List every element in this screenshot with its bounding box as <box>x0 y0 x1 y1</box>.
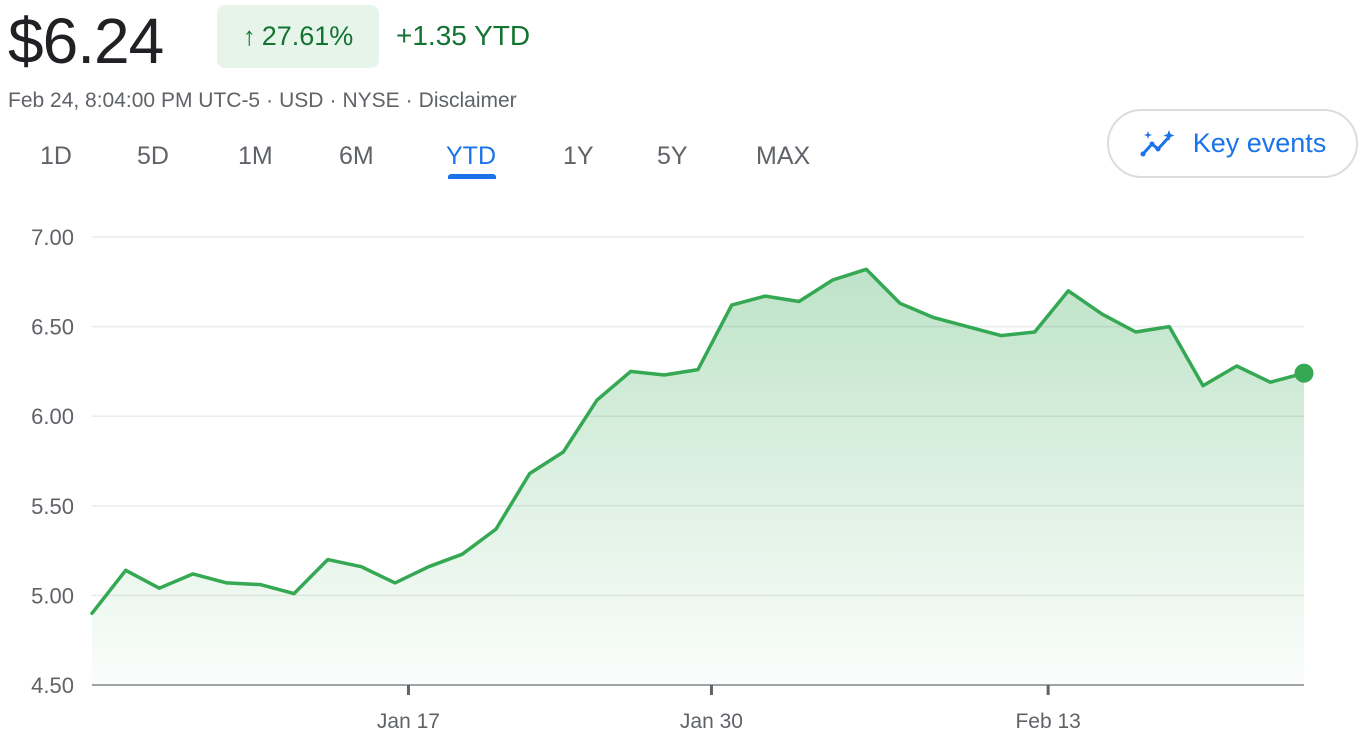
y-tick-label: 5.00 <box>31 583 74 608</box>
y-tick-label: 4.50 <box>31 673 74 698</box>
quote-meta: Feb 24, 8:04:00 PM UTC-5 · USD · NYSE · Discla… <box>8 89 517 112</box>
currency: USD <box>279 89 324 112</box>
tab-5y[interactable]: 5Y <box>657 142 688 170</box>
percent-change: 27.61% <box>261 21 354 51</box>
ytd-change: +1.35 YTD <box>396 20 531 51</box>
arrow-up-icon: ↑ <box>242 21 256 51</box>
timestamp: Feb 24, 8:04:00 PM UTC-5 <box>8 89 261 112</box>
tab-1m[interactable]: 1M <box>238 142 273 170</box>
percent-change-badge: ↑ 27.61% <box>217 5 379 68</box>
price-chart: 7.00 6.50 6.00 5.50 5.00 4.50 Jan 17 Jan 30 Feb… <box>31 225 1314 733</box>
series-line-layer <box>90 267 1314 616</box>
x-tick-label: Jan 30 <box>680 710 743 733</box>
key-events-label: Key events <box>1192 128 1327 158</box>
tab-5d[interactable]: 5D <box>137 142 169 170</box>
y-tick-label: 6.50 <box>31 315 74 340</box>
y-tick-label: 7.00 <box>31 225 74 250</box>
y-tick-label: 6.00 <box>31 404 74 429</box>
x-axis: Jan 17 Jan 30 Feb 13 <box>92 684 1304 733</box>
tab-max[interactable]: MAX <box>756 142 811 170</box>
exchange: NYSE <box>342 89 400 112</box>
x-tick-label: Feb 13 <box>1015 710 1080 733</box>
price-area-fill <box>92 269 1304 685</box>
tab-ytd[interactable]: YTD <box>446 142 496 170</box>
sparkle-trend-icon <box>1140 129 1175 156</box>
disclaimer-link[interactable]: Disclaimer <box>418 89 517 112</box>
tab-1d[interactable]: 1D <box>40 142 72 170</box>
key-events-button[interactable]: Key events <box>1107 109 1358 178</box>
last-price-marker <box>1294 363 1314 383</box>
y-tick-label: 5.50 <box>31 494 74 519</box>
tab-1y[interactable]: 1Y <box>563 142 594 170</box>
x-tick-label: Jan 17 <box>377 710 440 733</box>
active-tab-indicator <box>448 174 496 179</box>
current-price: $6.24 <box>8 5 164 77</box>
area-fill-layer <box>92 269 1304 685</box>
tab-6m[interactable]: 6M <box>339 142 374 170</box>
